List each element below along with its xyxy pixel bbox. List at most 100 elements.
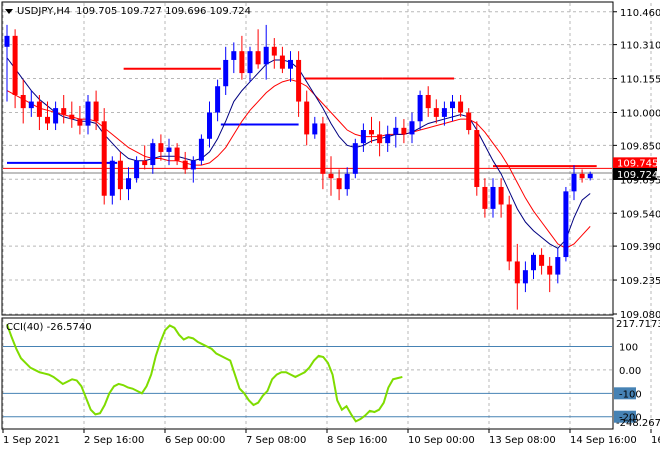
candle-body — [433, 108, 439, 117]
axis-layer: 109.080 109.235 109.390 109.540 109.695 109.8… — [2, 8, 660, 446]
cci-level-label: 0.00 — [619, 366, 641, 377]
candle-body — [352, 143, 358, 174]
candle-body — [369, 130, 374, 135]
candle-body — [239, 51, 245, 74]
candle-body — [28, 101, 34, 109]
x-tick-label: 8 Sep 16:00 — [327, 435, 387, 446]
cci-top-value: 217.7173 — [616, 319, 660, 330]
y-tick-label: 109.080 — [620, 310, 660, 321]
candle-body — [450, 101, 455, 109]
ohlc-readout: 109.705 109.727 109.696 109.724 — [76, 6, 251, 17]
candle-body — [344, 173, 350, 190]
candle-body — [198, 138, 204, 161]
candle-body — [45, 116, 50, 124]
candle-body — [482, 186, 488, 209]
cci-level-label: -100 — [619, 389, 642, 400]
x-tick-label: 14 Sep 16:00 — [570, 435, 637, 446]
candle-body — [174, 147, 180, 161]
candle-body — [401, 127, 407, 135]
candle-body — [320, 123, 326, 174]
y-tick-label: 109.695 — [620, 175, 660, 186]
candle-body — [522, 270, 528, 284]
candle-body — [223, 59, 229, 87]
candle-body — [312, 123, 318, 135]
cci-panel-frame — [1, 317, 614, 430]
candle-body — [490, 186, 496, 209]
candle-body — [134, 160, 140, 179]
candle-body — [207, 112, 212, 139]
bid-price-tag — [613, 157, 657, 169]
candle-body — [126, 178, 131, 190]
candle-body — [255, 51, 261, 65]
cci-level-badge — [614, 387, 636, 400]
candle-body — [53, 108, 59, 124]
candle-body — [77, 119, 83, 126]
candle-body — [425, 94, 431, 109]
y-tick-label: 109.540 — [620, 209, 660, 220]
candle-body — [385, 134, 391, 144]
cci-line — [6, 323, 403, 423]
candle-body — [417, 94, 423, 122]
candle-body — [514, 261, 520, 284]
candle-body — [215, 86, 221, 113]
candle-body — [288, 59, 293, 69]
candle-body — [409, 121, 415, 135]
collapse-triangle-icon[interactable] — [5, 9, 13, 14]
y-tick-label: 109.390 — [620, 242, 660, 253]
y-tick-label: 109.235 — [620, 276, 660, 287]
candle-body — [85, 101, 91, 126]
candle-body — [458, 101, 464, 113]
current-price-tag — [613, 167, 657, 180]
grid-layer — [2, 3, 652, 428]
candle-body — [101, 121, 107, 196]
cci-level-badge — [614, 410, 636, 423]
candle-body — [36, 101, 42, 117]
candles-layer — [4, 24, 593, 310]
candle-body — [336, 178, 342, 190]
candle-body — [393, 127, 399, 135]
candle-body — [166, 147, 172, 152]
bid-price-tag-label: 109.745 — [617, 158, 658, 169]
candle-body — [20, 94, 26, 109]
candle-body — [271, 46, 277, 56]
symbol-label: USDJPY,H4 — [17, 6, 70, 17]
candle-body — [247, 51, 253, 74]
cci-level-label: -200 — [619, 413, 642, 424]
candle-body — [506, 204, 512, 262]
candle-body — [466, 112, 472, 131]
candle-body — [182, 160, 188, 170]
x-tick-label: 13 Sep 08:00 — [489, 435, 556, 446]
candle-body — [498, 186, 504, 205]
x-tick-label: 16 Sep 00:00 — [651, 435, 660, 446]
candle-body — [109, 160, 115, 196]
candle-body — [190, 160, 196, 170]
candle-body — [279, 55, 285, 69]
candle-body — [539, 254, 545, 266]
candle-body — [231, 51, 237, 60]
candle-body — [93, 101, 99, 122]
candle-body — [579, 173, 585, 179]
y-tick-label: 110.000 — [620, 109, 660, 120]
candle-body — [377, 134, 383, 144]
candle-body — [296, 59, 302, 102]
candle-body — [304, 101, 310, 135]
x-tick-label: 7 Sep 08:00 — [246, 435, 306, 446]
x-tick-label: 10 Sep 00:00 — [408, 435, 475, 446]
cci-level-label: 100 — [619, 343, 638, 354]
x-tick-label: 1 Sep 2021 — [3, 435, 60, 446]
candle-body — [441, 108, 447, 117]
x-tick-label: 6 Sep 00:00 — [165, 435, 225, 446]
current-price-tag-label: 109.724 — [617, 170, 658, 181]
candle-body — [474, 130, 480, 187]
cci-layer — [3, 323, 612, 423]
candle-body — [142, 160, 148, 166]
candle-body — [328, 173, 334, 179]
candle-body — [587, 173, 593, 179]
candle-body — [563, 191, 569, 258]
candle-body — [531, 254, 536, 271]
y-tick-label: 110.155 — [620, 75, 660, 86]
candle-body — [150, 143, 156, 166]
candle-body — [12, 35, 18, 95]
cci-bottom-value: -248.2672 — [616, 418, 660, 429]
